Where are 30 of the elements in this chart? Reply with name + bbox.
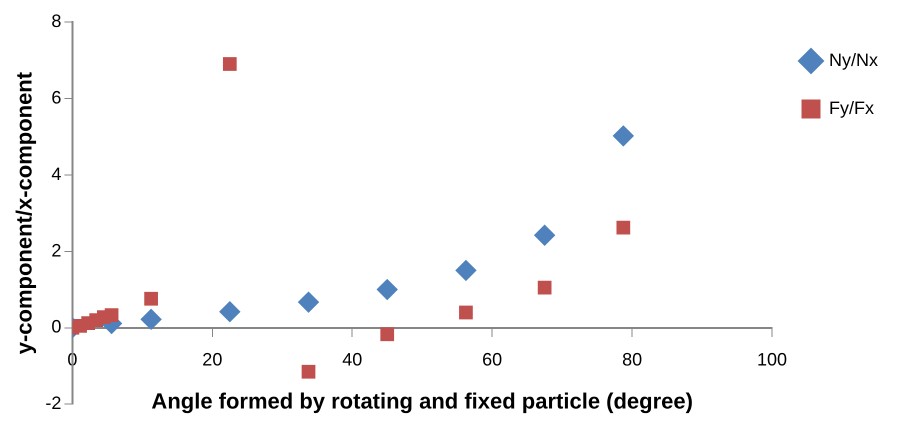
point (104, 308, 118, 322)
point (380, 327, 394, 342)
y-tick-label: 4 (51, 164, 62, 184)
point (459, 306, 473, 320)
y-tick-label: 8 (51, 10, 62, 31)
x-tick-label: 100 (756, 350, 788, 370)
point (140, 308, 162, 330)
point (144, 292, 158, 306)
point (376, 279, 398, 300)
y-tick-label: -2 (45, 393, 62, 414)
point (302, 364, 316, 379)
x-tick-label: 20 (202, 350, 222, 370)
point (534, 224, 556, 246)
legend-label: Ny/Nx (829, 50, 878, 70)
legend-label: Fy/Fx (829, 98, 874, 118)
point (219, 301, 240, 322)
y-tick-label: 6 (51, 87, 62, 108)
x-axis-title: Angle formed by rotating and fixed particle (degree) (151, 388, 693, 414)
x-tick-label: 80 (622, 350, 642, 370)
point (616, 220, 630, 234)
x-tick-label: 40 (342, 350, 362, 370)
y-axis-title: y-component/x-component (11, 71, 36, 354)
point (298, 292, 320, 313)
y-tick-label: 0 (51, 316, 62, 337)
point (538, 280, 552, 294)
point (612, 125, 634, 146)
y-tick-label: 2 (51, 240, 62, 260)
point (222, 57, 237, 71)
x-tick-label: 60 (482, 350, 502, 370)
point (455, 260, 476, 281)
